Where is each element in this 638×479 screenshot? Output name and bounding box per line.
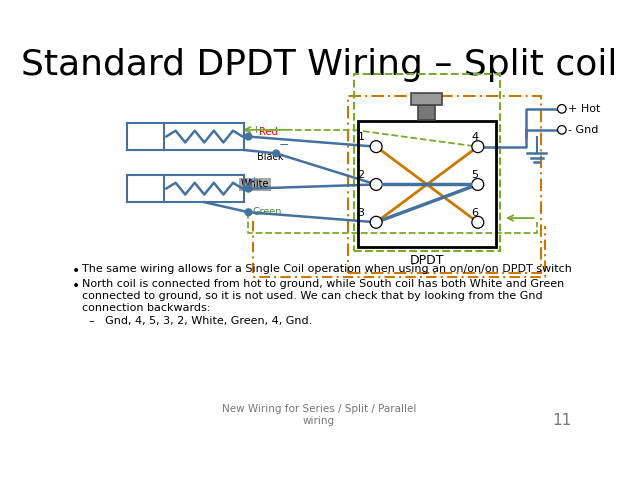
Text: DPDT: DPDT [410, 254, 444, 267]
Bar [358, 122, 496, 248]
Circle shape [473, 142, 482, 151]
Text: 1: 1 [357, 133, 364, 142]
Circle shape [558, 104, 566, 113]
Text: •: • [72, 264, 80, 278]
Circle shape [473, 180, 482, 189]
Bar [418, 104, 435, 120]
Text: 6: 6 [471, 208, 478, 218]
Text: New Wiring for Series / Split / Parallel
wiring: New Wiring for Series / Split / Parallel… [222, 404, 416, 426]
Circle shape [472, 179, 484, 190]
Text: - Gnd: - Gnd [568, 125, 598, 135]
Circle shape [245, 185, 252, 192]
Text: +: + [250, 176, 260, 186]
Bar [348, 96, 541, 273]
Text: Green: Green [253, 207, 282, 217]
Circle shape [559, 127, 565, 133]
Circle shape [472, 141, 484, 152]
Circle shape [473, 217, 482, 227]
Circle shape [371, 217, 381, 227]
Text: + Hot: + Hot [568, 104, 600, 114]
Circle shape [370, 217, 382, 228]
Circle shape [245, 133, 252, 140]
Text: Black: Black [257, 152, 283, 162]
Text: White: White [241, 180, 269, 190]
Text: Standard DPDT Wiring – Split coil: Standard DPDT Wiring – Split coil [21, 47, 617, 81]
Text: −: − [279, 139, 289, 152]
Text: The same wiring allows for a Single Coil operation when using an on/on/on DPDT s: The same wiring allows for a Single Coil… [82, 264, 572, 274]
Circle shape [472, 217, 484, 228]
Text: 2: 2 [357, 170, 364, 180]
Text: North coil is connected from hot to ground, while South coil has both White and : North coil is connected from hot to grou… [82, 279, 564, 313]
Circle shape [559, 106, 565, 112]
Text: •: • [72, 279, 80, 294]
Circle shape [273, 150, 279, 157]
Text: 5: 5 [471, 170, 478, 180]
Bar [165, 175, 244, 202]
Text: 4: 4 [471, 133, 478, 142]
Text: Red: Red [259, 126, 278, 137]
Circle shape [371, 180, 381, 189]
Bar [165, 123, 244, 150]
Circle shape [371, 142, 381, 151]
Circle shape [558, 125, 566, 134]
Bar [412, 93, 441, 104]
Text: +: + [252, 125, 261, 135]
Circle shape [370, 179, 382, 190]
Text: 3: 3 [357, 208, 364, 218]
Text: –   Gnd, 4, 5, 3, 2, White, Green, 4, Gnd.: – Gnd, 4, 5, 3, 2, White, Green, 4, Gnd. [89, 317, 312, 326]
Circle shape [370, 141, 382, 152]
Circle shape [245, 209, 252, 216]
Text: 11: 11 [553, 413, 572, 428]
Bar [354, 74, 500, 251]
